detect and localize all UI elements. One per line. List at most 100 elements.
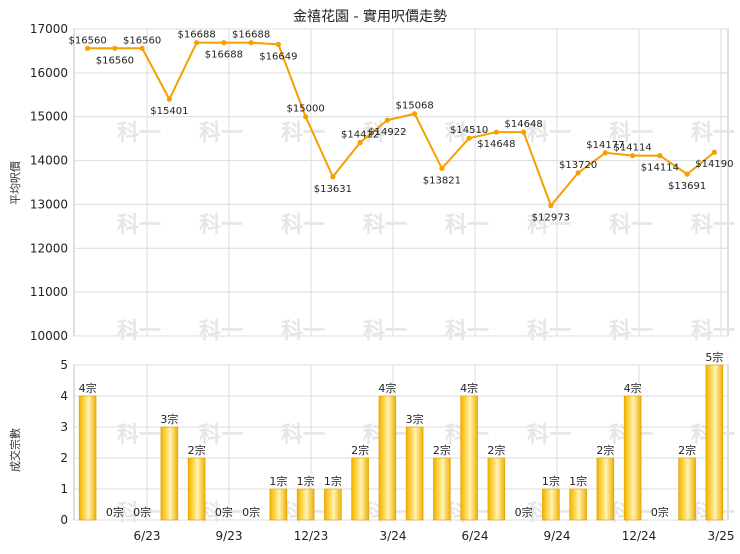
price-y-tick-label: 13000: [30, 197, 68, 211]
count-data-label: 0宗: [242, 505, 260, 519]
price-data-label: $14412: [341, 130, 379, 141]
watermark: 科一: [199, 213, 243, 238]
count-data-label: 0宗: [651, 505, 669, 519]
price-point: [330, 174, 336, 180]
price-point: [139, 45, 145, 51]
x-tick-label: 12/23: [294, 529, 329, 543]
price-y-tick-label: 12000: [30, 241, 68, 255]
count-bar: [705, 364, 724, 521]
count-bar: [678, 457, 696, 521]
price-point: [630, 152, 636, 159]
price-data-label: $14114: [641, 163, 679, 174]
count-data-label: 4宗: [460, 381, 478, 395]
price-point: [384, 117, 390, 123]
count-data-label: 1宗: [542, 474, 560, 488]
x-tick-label: 6/24: [462, 529, 489, 543]
count-data-label: 4宗: [79, 381, 97, 395]
count-data-label: 2宗: [188, 443, 206, 457]
count-data-label: 1宗: [269, 474, 287, 488]
price-data-label: $16560: [123, 35, 161, 46]
count-bar: [596, 457, 615, 521]
price-data-label: $13631: [314, 184, 352, 195]
price-series-line: [87, 41, 716, 208]
x-tick-label: 3/25: [708, 529, 735, 543]
watermark: 科一: [199, 501, 243, 526]
count-data-label: 4宗: [378, 381, 396, 395]
price-point: [493, 129, 499, 135]
watermark: 科一: [527, 423, 571, 448]
price-point: [166, 96, 172, 102]
price-data-label: $14922: [368, 127, 406, 138]
count-data-label: 0宗: [515, 505, 533, 519]
count-data-label: 5宗: [705, 350, 723, 364]
price-point: [112, 45, 118, 51]
price-point: [439, 165, 445, 172]
watermark: 科一: [117, 121, 161, 146]
x-tick-label: 3/24: [380, 529, 407, 543]
watermark: 科一: [527, 121, 571, 146]
price-data-label: $16688: [178, 30, 216, 41]
price-point: [575, 170, 581, 176]
watermark: 科一: [691, 121, 735, 146]
count-bar: [569, 488, 587, 521]
count-bar: [623, 395, 642, 521]
count-y-tick-label: 4: [60, 389, 68, 403]
count-data-label: 2宗: [487, 443, 505, 457]
watermark: 科一: [199, 121, 243, 146]
watermark: 科一: [281, 319, 325, 344]
count-data-label: 2宗: [596, 443, 614, 457]
chart-title: 金禧花園 - 實用呎價走勢: [293, 8, 447, 25]
watermark: 科一: [527, 319, 571, 344]
price-data-label: $12973: [532, 213, 570, 224]
price-point: [602, 150, 608, 156]
watermark: 科一: [609, 213, 653, 238]
price-data-label: $16688: [232, 30, 270, 41]
count-bar: [187, 457, 206, 521]
price-data-label: $14648: [477, 139, 515, 150]
price-y-tick-label: 11000: [30, 285, 68, 299]
price-point: [357, 139, 363, 146]
watermark: 科一: [691, 319, 735, 344]
watermark: 科一: [117, 319, 161, 344]
watermark: 科一: [363, 213, 407, 238]
count-data-label: 1宗: [297, 474, 315, 488]
price-data-label: $15401: [150, 106, 188, 117]
watermark: 科一: [199, 423, 243, 448]
price-y-tick-label: 16000: [30, 66, 68, 80]
count-y-tick-label: 0: [60, 513, 68, 527]
count-data-label: 4宗: [624, 381, 642, 395]
count-bar: [296, 488, 315, 521]
price-data-label: $13691: [668, 181, 706, 192]
price-data-label: $14510: [450, 125, 488, 136]
price-y-tick-label: 14000: [30, 154, 68, 168]
price-point: [85, 45, 91, 51]
watermark: 科一: [117, 501, 161, 526]
watermark: 科一: [609, 319, 653, 344]
price-data-label: $15068: [396, 101, 434, 112]
count-y-tick-label: 3: [60, 420, 68, 434]
count-bar: [487, 457, 506, 521]
price-plot-area: [73, 28, 729, 337]
count-bar: [269, 488, 288, 521]
price-point: [248, 40, 254, 46]
count-data-label: 0宗: [106, 505, 124, 519]
price-point: [711, 149, 717, 155]
price-point: [684, 171, 690, 177]
price-data-label: $16560: [69, 35, 107, 46]
count-bar: [378, 395, 397, 521]
x-tick-label: 9/24: [544, 529, 571, 543]
count-data-label: 0宗: [215, 505, 233, 519]
count-y-tick-label: 5: [60, 358, 68, 372]
watermark: 科一: [445, 319, 489, 344]
watermark: 科一: [199, 319, 243, 344]
price-data-label: $16560: [96, 55, 134, 66]
count-data-label: 0宗: [133, 505, 151, 519]
price-y-tick-label: 10000: [30, 329, 68, 343]
count-data-label: 1宗: [569, 474, 587, 488]
count-bar: [78, 395, 97, 521]
count-y-tick-label: 1: [60, 482, 68, 496]
price-point: [521, 129, 527, 135]
price-point: [221, 40, 227, 46]
